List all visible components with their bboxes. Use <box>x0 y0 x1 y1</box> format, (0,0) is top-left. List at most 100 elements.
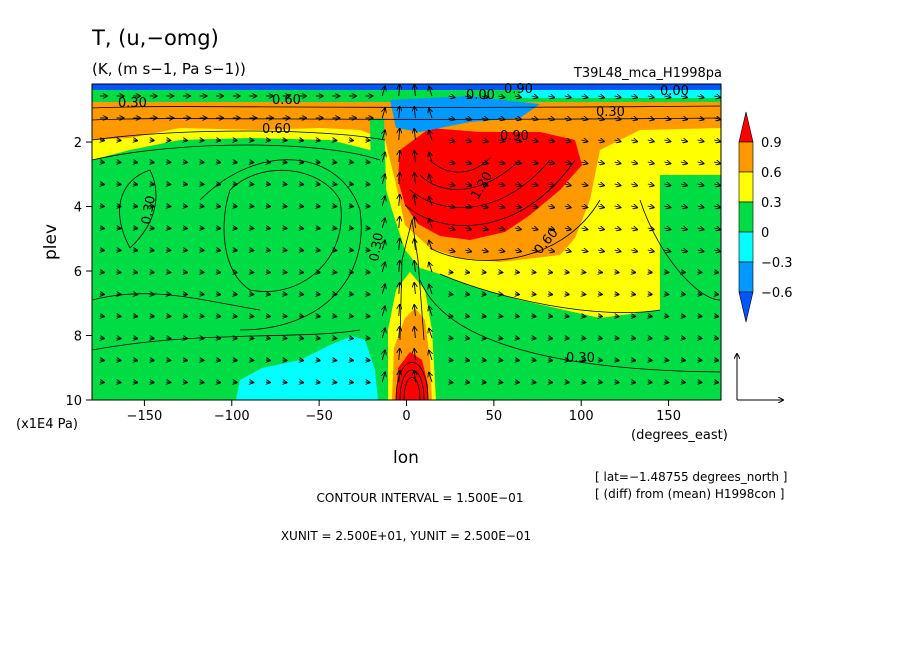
wind-arrow <box>714 294 718 295</box>
wind-arrow <box>349 184 353 185</box>
wind-arrow <box>481 96 488 98</box>
colorbar-segment <box>738 141 754 173</box>
wind-arrow <box>714 162 720 164</box>
wind-arrow <box>498 382 502 383</box>
wind-arrow <box>414 195 415 207</box>
wind-arrow <box>150 360 154 361</box>
wind-arrow <box>548 118 554 120</box>
wind-arrow <box>465 360 469 361</box>
wind-arrow <box>548 184 554 186</box>
colorbar-min-triangle <box>738 291 754 323</box>
contour-label: 0.30 <box>139 195 159 226</box>
wind-arrow <box>498 228 504 230</box>
wind-arrow <box>631 228 637 230</box>
wind-arrow <box>698 294 702 295</box>
wind-arrow <box>349 206 353 207</box>
wind-arrow <box>117 272 121 273</box>
wind-arrow <box>414 107 415 119</box>
wind-arrow <box>614 118 621 120</box>
wind-arrow <box>581 360 585 361</box>
wind-arrow <box>382 240 385 251</box>
wind-arrow <box>249 140 253 141</box>
wind-arrow <box>150 316 154 317</box>
wind-arrow <box>117 250 121 251</box>
wind-arrow <box>614 184 621 186</box>
wind-arrow <box>233 206 237 207</box>
temperature-field <box>92 84 721 400</box>
wind-arrow <box>647 184 654 186</box>
field-blue-wedge <box>390 96 540 132</box>
wind-arrow <box>429 263 432 273</box>
wind-arrow <box>481 184 488 186</box>
wind-arrow <box>366 162 370 163</box>
wind-arrow <box>399 305 400 317</box>
wind-arrow <box>150 250 154 251</box>
wind-arrow <box>399 85 400 97</box>
wind-arrow <box>598 382 602 383</box>
wind-arrow <box>283 338 287 339</box>
y-tick-label: 8 <box>74 330 82 345</box>
wind-arrow <box>714 184 720 186</box>
wind-arrow <box>631 140 637 142</box>
wind-arrow <box>581 118 587 120</box>
wind-arrow <box>648 382 652 383</box>
wind-arrow <box>429 351 432 361</box>
wind-arrow <box>697 206 704 208</box>
wind-arrow <box>399 151 400 163</box>
wind-arrow <box>631 184 637 186</box>
x-tick-label: −100 <box>214 409 250 424</box>
wind-arrow <box>631 382 635 383</box>
wind-arrow <box>598 272 602 273</box>
wind-arrow <box>532 316 536 317</box>
wind-arrow <box>664 96 670 98</box>
colorbar-label: 0.9 <box>761 136 782 151</box>
wind-arrow <box>581 228 587 230</box>
wind-arrow <box>614 162 621 164</box>
wind-arrow <box>631 96 637 98</box>
wind-arrow <box>697 162 704 164</box>
x-axis-label: lon <box>393 448 419 468</box>
wind-arrow <box>648 360 652 361</box>
wind-arrow <box>316 272 320 273</box>
wind-arrow <box>266 250 270 251</box>
wind-arrow <box>414 283 415 295</box>
wind-arrow <box>233 162 237 163</box>
wind-arrow <box>399 217 400 229</box>
wind-vectors <box>100 85 720 383</box>
wind-arrow <box>349 228 353 229</box>
wind-arrow <box>697 250 704 252</box>
wind-arrow <box>283 250 287 251</box>
wind-arrow <box>498 272 502 273</box>
wind-arrow <box>429 131 432 141</box>
wind-arrow <box>332 250 336 251</box>
wind-arrow <box>532 382 536 383</box>
wind-arrow <box>681 338 685 339</box>
wind-arrow <box>532 294 536 295</box>
wind-arrow <box>429 373 432 383</box>
wind-arrow <box>714 140 720 142</box>
wind-arrow <box>448 96 455 98</box>
chart-subtitle: (K, (m s−1, Pa s−1)) <box>92 60 246 78</box>
wind-arrow <box>266 206 270 207</box>
wind-arrow <box>183 272 187 273</box>
y-units-label: (x1E4 Pa) <box>16 417 78 432</box>
wind-arrow <box>481 250 488 252</box>
wind-arrow <box>299 272 303 273</box>
wind-arrow <box>299 250 303 251</box>
wind-arrow <box>631 338 635 339</box>
wind-arrow <box>648 338 652 339</box>
contour-label: 0.00 <box>660 84 689 99</box>
wind-arrow <box>283 316 287 317</box>
wind-arrow <box>548 96 554 98</box>
wind-arrow <box>382 196 385 207</box>
wind-arrow <box>548 140 554 142</box>
wind-arrow <box>283 184 287 185</box>
wind-arrow <box>133 184 137 185</box>
contour-label: 0.30 <box>596 105 625 120</box>
wind-arrow <box>133 316 137 317</box>
wind-arrow <box>299 360 303 361</box>
wind-arrow <box>316 360 320 361</box>
wind-arrow <box>631 272 635 273</box>
wind-arrow <box>414 371 415 383</box>
